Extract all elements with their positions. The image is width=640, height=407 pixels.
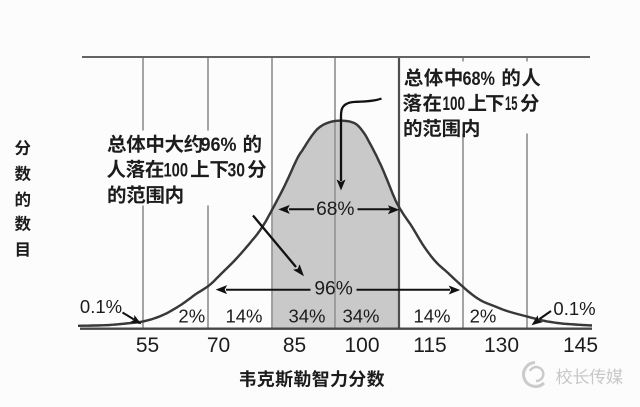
svg-text:55: 55 <box>136 334 159 357</box>
svg-text:85: 85 <box>283 334 306 357</box>
svg-text:2%: 2% <box>470 306 497 327</box>
svg-text:130: 130 <box>484 334 519 357</box>
svg-text:34%: 34% <box>288 306 325 327</box>
svg-text:115: 115 <box>413 334 446 357</box>
svg-text:145: 145 <box>563 334 598 357</box>
svg-text:14%: 14% <box>225 306 262 327</box>
svg-text:96%: 96% <box>314 279 352 300</box>
svg-text:100: 100 <box>164 159 189 181</box>
svg-text:70: 70 <box>207 334 230 357</box>
svg-text:2%: 2% <box>178 306 205 327</box>
svg-text:0.1%: 0.1% <box>553 298 595 319</box>
svg-text:68%: 68% <box>463 68 496 90</box>
svg-text:15: 15 <box>505 93 518 115</box>
svg-text:100: 100 <box>443 93 466 115</box>
svg-text:68%: 68% <box>316 199 354 220</box>
svg-text:0.1%: 0.1% <box>80 296 122 317</box>
svg-text:30: 30 <box>228 159 246 181</box>
svg-text:100: 100 <box>344 334 379 357</box>
svg-text:34%: 34% <box>342 306 379 327</box>
svg-text:96%: 96% <box>201 134 237 156</box>
svg-text:14%: 14% <box>413 306 450 327</box>
